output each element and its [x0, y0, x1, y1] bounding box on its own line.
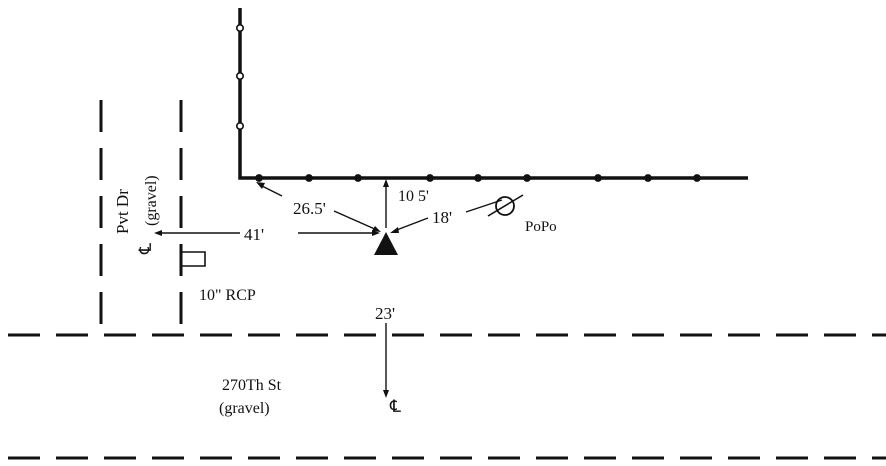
benchmark-triangle	[374, 232, 398, 255]
dim-line-pole	[393, 217, 429, 232]
rcp-culvert-icon	[181, 251, 206, 267]
street-label: 270Th St	[222, 377, 282, 394]
rcp-label: 10" RCP	[199, 287, 256, 304]
pvt-dr-label: Pvt Dr	[113, 189, 132, 234]
street-surface-label: (gravel)	[219, 400, 270, 417]
dim-line-corner	[333, 210, 378, 231]
fence-post	[644, 174, 652, 182]
fence-post	[426, 174, 434, 182]
pole-label: PoPo	[525, 219, 557, 235]
dim-26-5-label: 26.5'	[293, 199, 326, 218]
fence-post	[474, 174, 482, 182]
centerline-symbol-bottom: ℄	[389, 397, 401, 416]
pvt-dr-surface-label: (gravel)	[143, 175, 160, 226]
dim-10-5-label: 10 5'	[398, 188, 429, 205]
fence-post	[255, 174, 263, 182]
centerline-symbol-left: ℄	[136, 243, 155, 255]
fence-post	[236, 122, 245, 131]
fence-post	[693, 174, 701, 182]
fence-post	[236, 23, 245, 32]
fence-post	[236, 72, 245, 81]
dim-23-label: 23'	[375, 304, 395, 323]
dimension-lines	[154, 179, 503, 398]
fence-posts	[236, 23, 701, 182]
power-pole-symbol	[487, 194, 524, 217]
dim-41-label: 41'	[244, 225, 264, 244]
fence-post	[594, 174, 602, 182]
dim-18-label: 18'	[432, 208, 452, 227]
fence-line	[238, 8, 748, 180]
fence-post	[305, 174, 313, 182]
dim-line-corner	[261, 185, 283, 197]
fence-post	[523, 174, 531, 182]
fence-post	[354, 174, 362, 182]
